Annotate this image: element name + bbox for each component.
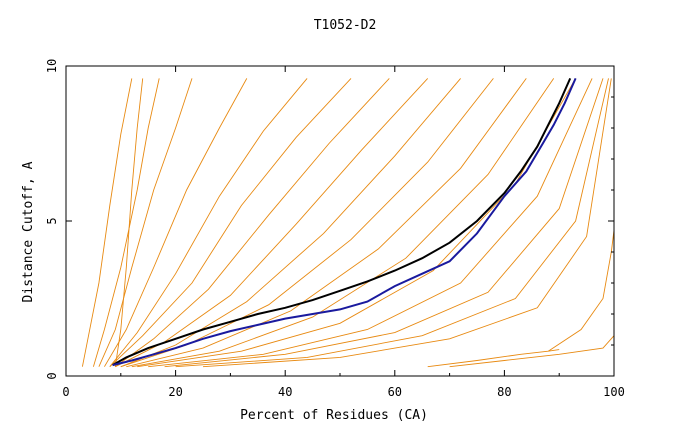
background-model-line-12 (126, 78, 527, 368)
background-model-line-3 (92, 78, 160, 367)
background-model-line-21 (547, 230, 615, 352)
y-axis-label: Distance Cutoff, A (21, 161, 36, 302)
background-model-line-18 (202, 78, 612, 368)
x-tick-label-60: 60 (388, 385, 402, 399)
background-model-line-19 (427, 349, 560, 368)
x-tick-label-0: 0 (62, 385, 69, 399)
y-tick-label-5: 5 (45, 217, 59, 224)
y-axis-ticks: 0 5 10 (45, 59, 614, 380)
x-tick-label-100: 100 (603, 385, 625, 399)
background-model-line-8 (115, 78, 390, 368)
background-model-line-15 (148, 78, 593, 368)
background-model-line-4 (98, 78, 193, 367)
background-model-line-14 (137, 78, 576, 368)
background-model-line-11 (120, 78, 494, 368)
background-model-line-13 (131, 78, 555, 368)
y-tick-label-10: 10 (45, 59, 59, 73)
background-model-line-10 (120, 78, 461, 368)
background-model-line-7 (109, 78, 352, 368)
highlight-model-line-2 (112, 77, 577, 367)
x-axis-label: Percent of Residues (CA) (240, 408, 428, 423)
background-model-line-20 (449, 335, 615, 368)
background-model-line-16 (164, 78, 604, 368)
x-tick-label-40: 40 (278, 385, 292, 399)
background-model-line-2 (81, 78, 133, 367)
highlight-model-line-1 (112, 77, 572, 366)
background-model-line-6 (109, 78, 308, 367)
x-axis-ticks: 0 20 40 60 80 100 (62, 66, 625, 399)
chart-title: T1052-D2 (314, 18, 377, 33)
highlight-model-lines (112, 77, 577, 367)
x-tick-label-20: 20 (168, 385, 182, 399)
background-model-lines (81, 78, 615, 368)
background-model-line-5 (104, 78, 248, 367)
y-tick-label-0: 0 (45, 372, 59, 379)
background-model-line-17 (175, 78, 609, 368)
x-tick-label-80: 80 (497, 385, 511, 399)
